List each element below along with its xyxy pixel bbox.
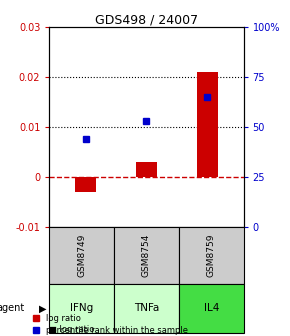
Bar	[179, 284, 244, 333]
Text: percentile rank within the sample: percentile rank within the sample	[46, 326, 188, 335]
Bar	[136, 162, 157, 177]
Bar	[49, 284, 114, 333]
Text: GSM8754: GSM8754	[142, 234, 151, 277]
Text: IL4: IL4	[204, 303, 219, 313]
Bar	[179, 227, 244, 284]
Text: ▶: ▶	[39, 303, 46, 313]
Text: ■ log ratio: ■ log ratio	[49, 325, 95, 334]
Text: agent: agent	[0, 303, 25, 313]
Title: GDS498 / 24007: GDS498 / 24007	[95, 14, 198, 27]
Text: IFNg: IFNg	[70, 303, 93, 313]
Bar	[114, 227, 179, 284]
Text: GSM8749: GSM8749	[77, 234, 86, 277]
Text: GSM8759: GSM8759	[207, 234, 216, 277]
Text: log ratio: log ratio	[46, 314, 81, 323]
Bar	[114, 284, 179, 333]
Bar	[75, 177, 96, 192]
Bar	[197, 72, 218, 177]
Text: TNFa: TNFa	[134, 303, 159, 313]
Bar	[49, 227, 114, 284]
